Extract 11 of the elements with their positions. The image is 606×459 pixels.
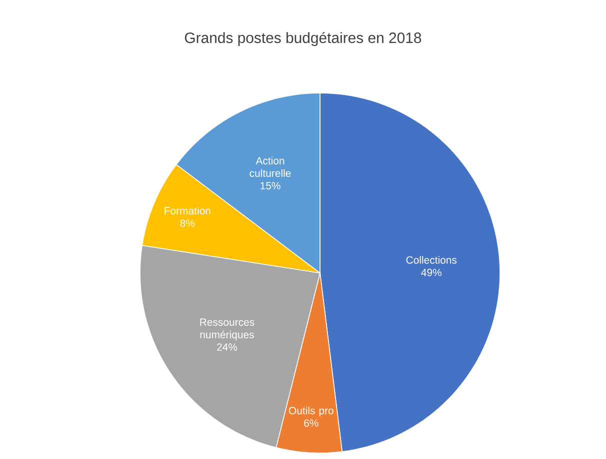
slice-label: Outils pro: [288, 406, 334, 416]
data-label: 24%: [217, 343, 238, 351]
chart-title: Grands postes budgétaires en 2018: [184, 32, 422, 46]
data-label: 49%: [421, 268, 442, 276]
slice-label: Formation: [164, 206, 210, 214]
data-label: 15%: [260, 182, 280, 190]
slice-label: Action culturelle: [250, 156, 291, 177]
data-label: 6%: [304, 419, 318, 427]
slice-label: Ressources numériques: [200, 318, 254, 340]
data-label: 8%: [180, 220, 195, 227]
slice-label: Collections: [406, 256, 457, 264]
